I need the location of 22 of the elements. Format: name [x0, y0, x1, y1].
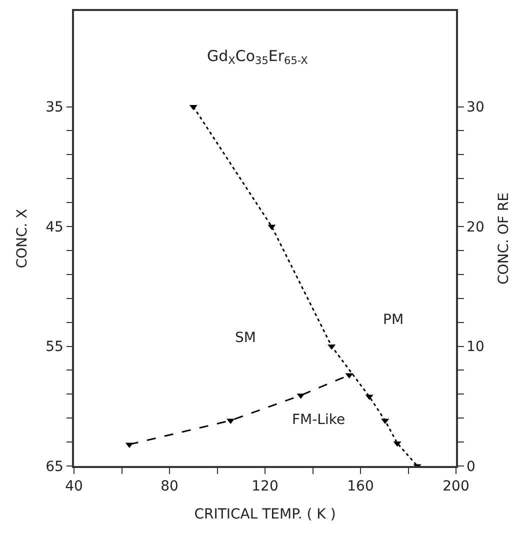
y-tick-label: 65: [46, 458, 64, 475]
x-axis-title: CRITICAL TEMP. ( K ): [194, 506, 336, 522]
x-tick-label: 40: [65, 478, 83, 495]
x-tick-label: 120: [252, 478, 278, 495]
annotation: SM: [235, 330, 256, 346]
y-tick-label: 45: [46, 219, 64, 236]
point: [268, 224, 276, 230]
annotation: Gd$_{X}$Co$_{35}$Er$_{65-X}$: [207, 47, 308, 68]
y2-tick-label: 0: [466, 458, 476, 475]
y-tick-label: 55: [46, 339, 64, 356]
annotation: FM-Like: [292, 412, 346, 428]
x-tick-label: 80: [160, 478, 178, 495]
x-tick-label: 160: [347, 478, 374, 495]
y-axis-title: CONC. X: [14, 208, 31, 268]
y2-tick-label: 10: [466, 339, 484, 356]
annotation: PM: [383, 312, 404, 328]
point: [365, 394, 374, 400]
y2-axis-title: CONC. OF RE: [496, 192, 512, 285]
x-tick-label: 200: [442, 478, 470, 495]
y2-tick-label: 30: [466, 100, 484, 116]
y2-tick-label: 20: [466, 219, 484, 236]
y-tick-label: 35: [46, 100, 64, 116]
